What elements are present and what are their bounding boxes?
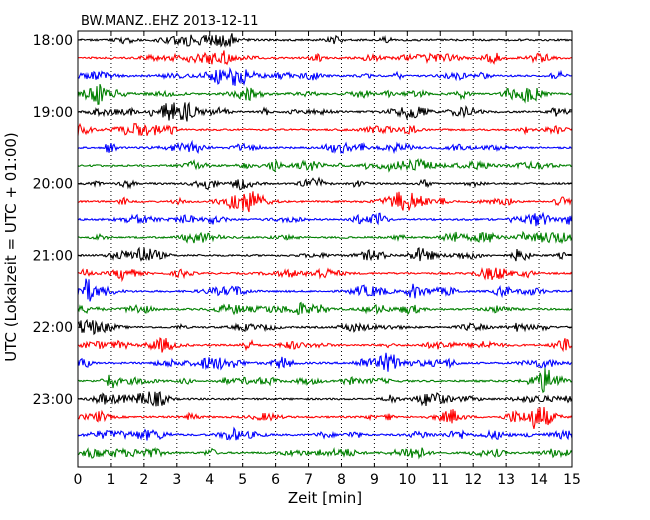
traces — [77, 33, 573, 460]
trace-row — [77, 211, 573, 227]
trace-row — [77, 122, 573, 136]
trace-row — [77, 426, 573, 441]
trace-row — [77, 50, 573, 66]
x-tick-label: 8 — [337, 472, 346, 488]
x-axis-label: Zeit [min] — [288, 489, 362, 507]
trace-row — [77, 33, 573, 48]
x-tick-label: 11 — [431, 472, 449, 488]
trace-row — [77, 301, 573, 316]
trace-row — [77, 83, 573, 105]
x-tick-label: 1 — [106, 472, 115, 488]
trace-row — [77, 407, 573, 429]
trace-row — [77, 318, 573, 336]
trace-row — [77, 101, 573, 122]
x-tick-label: 12 — [464, 472, 482, 488]
y-axis-label: UTC (Lokalzeit = UTC + 01:00) — [2, 132, 20, 362]
x-tick-label: 5 — [238, 472, 247, 488]
trace-row — [77, 176, 573, 191]
x-axis-ticks: 0 1 2 3 4 5 6 7 8 9 10 11 12 13 14 15 — [74, 31, 581, 488]
y-tick-label: 20:00 — [33, 177, 73, 193]
x-tick-label: 9 — [370, 472, 379, 488]
trace-row — [77, 266, 573, 283]
trace-row — [77, 278, 573, 302]
x-tick-label: 10 — [398, 472, 416, 488]
y-tick-label: 22:00 — [33, 320, 73, 336]
y-axis-ticks: 18:00 19:00 20:00 21:00 22:00 23:00 — [33, 33, 572, 408]
x-tick-label: 13 — [497, 472, 515, 488]
x-tick-label: 14 — [530, 472, 548, 488]
trace-row — [77, 391, 573, 407]
trace-row — [77, 158, 573, 173]
trace-row — [77, 446, 573, 460]
y-tick-label: 21:00 — [33, 248, 73, 264]
x-tick-label: 7 — [304, 472, 313, 488]
x-tick-label: 2 — [139, 472, 148, 488]
x-tick-label: 15 — [563, 472, 581, 488]
trace-row — [77, 139, 573, 155]
y-tick-label: 18:00 — [33, 33, 73, 49]
trace-row — [77, 352, 573, 372]
trace-row — [77, 191, 573, 213]
plot-frame — [77, 30, 573, 468]
x-tick-label: 0 — [74, 472, 83, 488]
trace-row — [77, 66, 573, 87]
grid — [110, 31, 540, 467]
trace-row — [77, 246, 573, 262]
chart-title: BW.MANZ..EHZ 2013-12-11 — [81, 14, 259, 29]
y-tick-label: 19:00 — [33, 105, 73, 121]
x-tick-label: 4 — [205, 472, 214, 488]
x-tick-label: 6 — [271, 472, 280, 488]
trace-row — [77, 368, 573, 394]
x-tick-label: 3 — [172, 472, 181, 488]
trace-row — [77, 230, 573, 245]
y-tick-label: 23:00 — [33, 392, 73, 408]
trace-row — [77, 337, 573, 353]
